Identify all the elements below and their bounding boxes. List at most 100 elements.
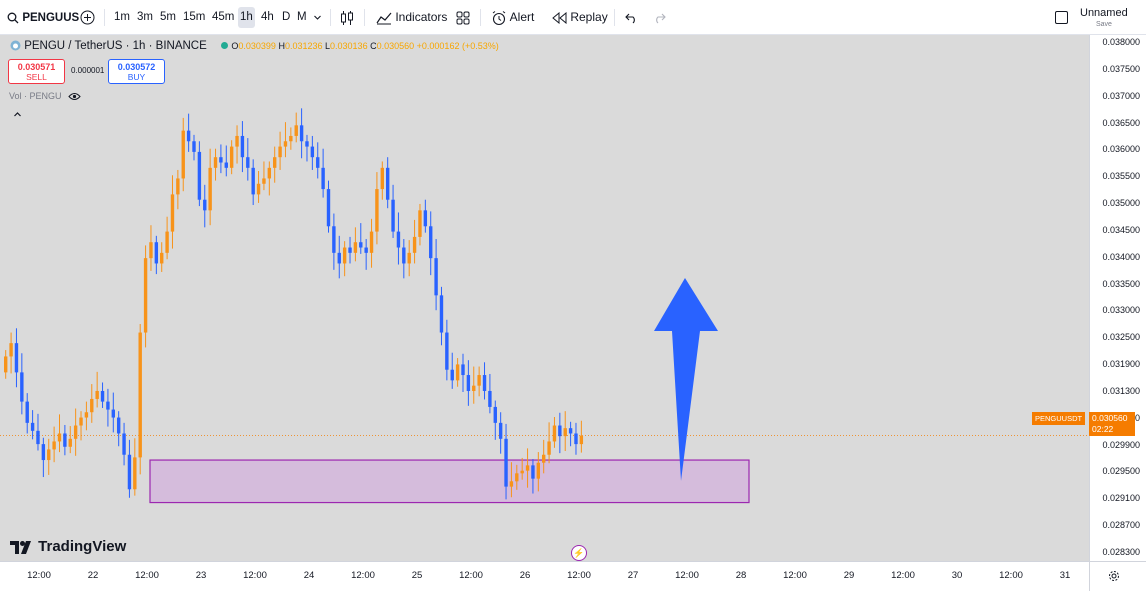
candle-body: [477, 375, 481, 386]
layout-name: Unnamed: [1080, 7, 1128, 19]
candle-body: [95, 390, 99, 399]
price-axis-label: 0.034500: [1102, 224, 1140, 235]
timeframe-15m[interactable]: 15m: [183, 11, 206, 23]
timeframe-1m[interactable]: 1m: [114, 11, 130, 23]
symbol-name: PENGUUS: [22, 12, 80, 24]
candle-body: [493, 406, 497, 423]
indicators-button[interactable]: Indicators: [376, 0, 447, 35]
price-axis-label: 0.034000: [1102, 251, 1140, 262]
candle-body: [192, 141, 196, 152]
candle-body: [418, 210, 422, 237]
chart-type-button[interactable]: [340, 0, 354, 35]
alert-button[interactable]: Alert: [491, 0, 534, 35]
candle-body: [25, 401, 29, 423]
timeframe-4h[interactable]: 4h: [261, 11, 274, 23]
layout-checkbox[interactable]: [1055, 0, 1068, 35]
candle-body: [106, 401, 110, 410]
redo-icon: [656, 13, 666, 24]
undo-button[interactable]: [625, 0, 638, 35]
compare-symbol-button[interactable]: [80, 0, 95, 35]
time-axis-label: 12:00: [351, 570, 375, 581]
eye-icon[interactable]: [68, 92, 81, 101]
chevron-down-icon: [314, 15, 321, 20]
time-axis-label: 30: [951, 570, 963, 581]
layout-name-button[interactable]: Unnamed Save: [1080, 8, 1128, 30]
candle-body: [326, 189, 331, 227]
price-axis-label: 0.036500: [1102, 117, 1140, 128]
upward-arrow-annotation: [654, 278, 718, 481]
plus-circle-icon: [80, 10, 95, 25]
candle-body: [504, 438, 508, 487]
price-scale[interactable]: 0.038000 0.037500 0.037000 0.036500 0.036000…: [1089, 35, 1146, 561]
candle-body: [208, 167, 212, 211]
candle-body: [332, 226, 336, 253]
candle-body: [472, 385, 476, 391]
price-axis-label: 0.028300: [1102, 547, 1140, 557]
price-axis-label: 0.033000: [1102, 305, 1140, 316]
candle-body: [396, 231, 401, 248]
redo-button[interactable]: [653, 0, 666, 35]
candle-body: [127, 454, 132, 490]
candle-body: [531, 465, 535, 479]
candle-body: [407, 252, 411, 264]
candle-body: [84, 412, 89, 418]
candle-body: [229, 146, 234, 168]
candle-body: [348, 247, 352, 253]
candle-body: [434, 258, 438, 296]
chart-pane[interactable]: [0, 35, 1089, 561]
buy-price: 0.030572: [117, 62, 156, 72]
buy-label: BUY: [127, 72, 146, 82]
rewind-icon: [552, 11, 567, 24]
candle-body: [391, 199, 395, 232]
timeframe-3m[interactable]: 3m: [137, 11, 153, 23]
candle-body: [133, 457, 137, 490]
timeframe-5m[interactable]: 5m: [160, 11, 176, 23]
timeframe-45m[interactable]: 45m: [212, 11, 235, 23]
time-axis-label: 12:00: [459, 570, 483, 581]
undo-icon: [625, 13, 635, 24]
candlestick-chart[interactable]: [0, 35, 1089, 561]
candle-body: [73, 425, 78, 439]
candle-body: [515, 473, 519, 482]
lightning-icon[interactable]: ⚡: [571, 545, 587, 561]
candle-body: [165, 231, 169, 253]
candle-body: [262, 178, 266, 184]
time-scale[interactable]: 12:00 22 12:00 23 12:00 24 12:00 25 12:00 26 12:00…: [0, 561, 1089, 591]
alarm-clock-icon: [492, 10, 506, 25]
candle-body: [337, 252, 341, 264]
time-axis-label: 12:00: [27, 570, 51, 581]
timeframe-d[interactable]: D: [282, 11, 291, 23]
layout-templates-button[interactable]: [456, 0, 470, 35]
candle-body: [353, 242, 358, 253]
candle-body: [251, 167, 255, 195]
timeframe-dropdown[interactable]: [313, 0, 322, 35]
candle-body: [385, 167, 390, 200]
settings-corner[interactable]: [1089, 561, 1146, 591]
candle-body: [36, 430, 40, 445]
time-axis-label: 12:00: [135, 570, 159, 581]
candle-body: [154, 242, 159, 264]
volume-legend: Vol · PENGU: [9, 91, 81, 101]
timeframe-1h[interactable]: 1h: [238, 7, 255, 28]
candle-body: [273, 157, 277, 168]
volume-label: Vol · PENGU: [9, 91, 62, 101]
candle-body: [429, 226, 433, 259]
sell-button[interactable]: 0.030571 SELL: [8, 59, 65, 84]
candle-body: [455, 364, 460, 381]
time-axis-label: 12:00: [783, 570, 807, 581]
price-axis-label: 0.037500: [1102, 63, 1140, 74]
candle-body: [219, 157, 223, 163]
symbol-search-button[interactable]: PENGUUS: [7, 0, 79, 35]
price-axis-label: 0.038000: [1102, 37, 1140, 47]
search-icon: [7, 12, 19, 24]
time-axis-label: 12:00: [243, 570, 267, 581]
price-axis-label: 0.028700: [1102, 520, 1140, 531]
price-axis-label: 0.029900: [1102, 439, 1140, 450]
collapse-legend-button[interactable]: [13, 108, 22, 120]
timeframe-m[interactable]: M: [297, 11, 307, 23]
candle-body: [359, 242, 363, 248]
replay-button[interactable]: Replay: [552, 0, 608, 35]
buy-button[interactable]: 0.030572 BUY: [108, 59, 165, 84]
replay-label: Replay: [570, 10, 608, 24]
candle-body: [558, 425, 562, 437]
